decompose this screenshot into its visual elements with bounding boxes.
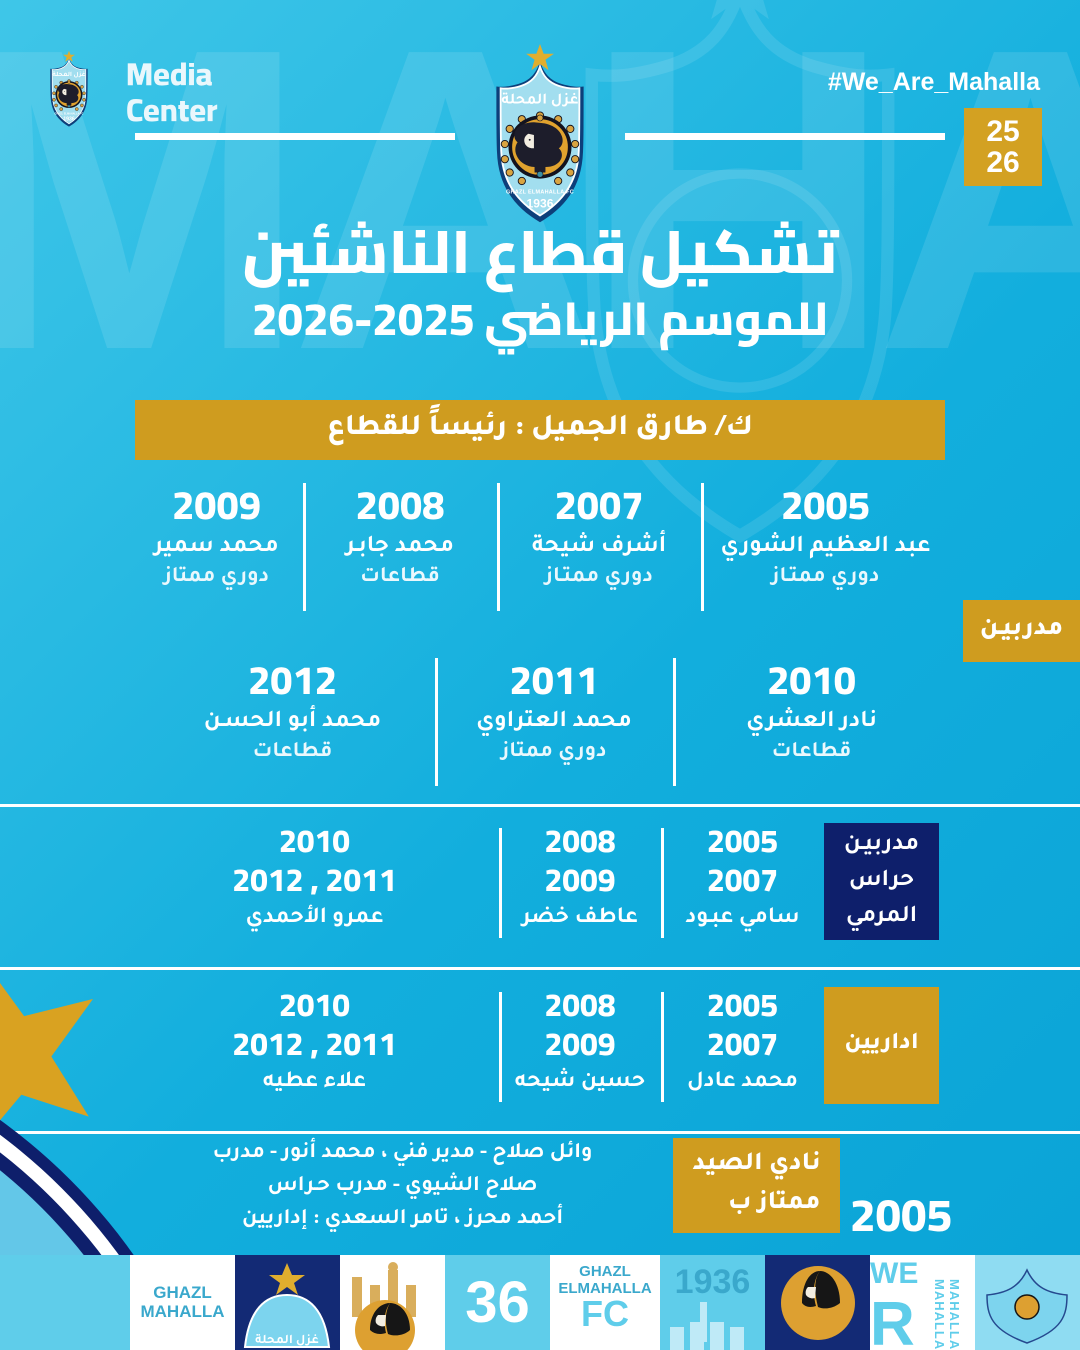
svg-text:غزل المحلة: غزل المحلة bbox=[255, 1334, 319, 1348]
